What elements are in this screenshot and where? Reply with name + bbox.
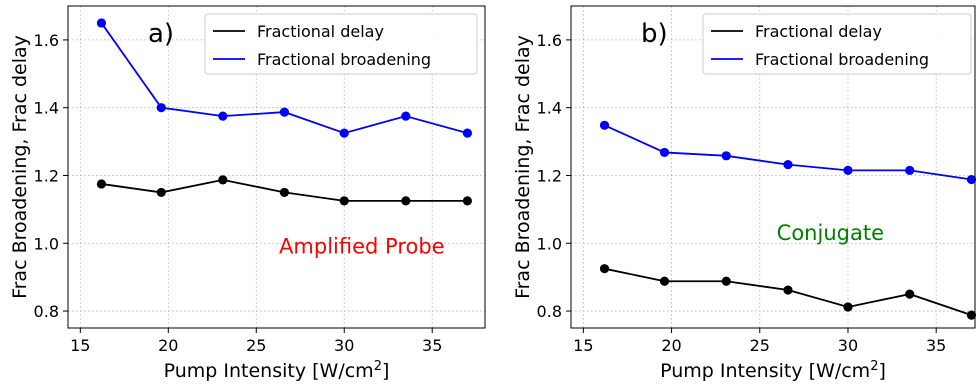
annotation-label: Conjugate: [777, 221, 884, 245]
data-point: [905, 289, 915, 299]
data-point: [905, 165, 915, 175]
data-point: [96, 179, 107, 189]
data-point: [599, 264, 610, 274]
y-tick-label: 1.2: [537, 166, 562, 185]
y-axis-label: Frac Broadening, Frac delay: [512, 35, 534, 299]
data-point: [218, 111, 228, 121]
x-tick-label: 20: [158, 336, 178, 355]
y-tick-label: 0.8: [537, 302, 562, 321]
data-point: [843, 302, 853, 312]
data-point: [843, 165, 853, 175]
data-point: [96, 18, 107, 28]
data-point: [783, 160, 793, 170]
x-tick-label: 25: [750, 336, 770, 355]
x-tick-label: 30: [334, 336, 354, 355]
x-tick-label: 25: [246, 336, 266, 355]
x-tick-label: 15: [70, 336, 90, 355]
axes-frame: [570, 5, 976, 329]
x-tick-label: 35: [422, 336, 442, 355]
legend: Fractional delay Fractional broadening: [204, 13, 478, 75]
x-tick-label: 15: [573, 336, 593, 355]
data-point: [279, 107, 290, 117]
y-tick-label: 1.6: [537, 31, 562, 50]
data-point: [462, 196, 473, 206]
panel-a: 15 20 25 30 35 0.8 1.0 1.2 1.4 1.6 Amplified Probe…: [9, 5, 486, 382]
legend-entry: Fractional delay: [755, 22, 882, 41]
panel-label: b): [641, 19, 668, 49]
y-axis-label: Frac Broadening, Frac delay: [9, 35, 31, 299]
data-point: [339, 196, 349, 206]
panel-b: 15 20 25 30 35 0.8 1.0 1.2 1.4 1.6 Conjugate b) Frac…: [512, 5, 976, 382]
data-point: [966, 310, 976, 320]
data-point: [783, 285, 793, 295]
data-point: [659, 276, 670, 286]
axes-frame: [67, 5, 486, 329]
x-tick-label: 30: [838, 336, 858, 355]
data-point: [156, 103, 166, 113]
data-point: [599, 120, 610, 130]
y-tick-label: 1.2: [34, 166, 59, 185]
panel-label: a): [148, 19, 174, 49]
data-point: [462, 128, 473, 138]
data-point: [659, 147, 670, 158]
legend: Fractional delay Fractional broadening: [702, 13, 972, 75]
x-tick-label: 20: [661, 336, 681, 355]
data-point: [279, 187, 290, 198]
annotation-label: Amplified Probe: [279, 234, 445, 258]
legend-entry: Fractional broadening: [755, 50, 929, 69]
y-tick-label: 1.4: [537, 99, 562, 118]
legend-entry: Fractional broadening: [257, 50, 431, 69]
y-tick-label: 1.0: [34, 234, 59, 253]
data-point: [966, 174, 976, 185]
series-line-1: [604, 124, 972, 181]
data-point: [339, 128, 349, 138]
data-point: [401, 196, 411, 206]
legend-box: [204, 13, 478, 75]
y-tick-label: 1.6: [34, 31, 59, 50]
data-point: [721, 276, 731, 286]
y-tick-label: 1.4: [34, 99, 59, 118]
y-tick-label: 0.8: [34, 302, 59, 321]
data-point: [401, 111, 411, 121]
data-point: [156, 187, 166, 198]
y-tick-label: 1.0: [537, 234, 562, 253]
data-point: [721, 151, 731, 161]
x-axis-label: Pump Intensity [W/cm2]: [660, 359, 886, 382]
x-axis-label: Pump Intensity [W/cm2]: [164, 359, 390, 382]
data-point: [218, 175, 228, 185]
x-tick-label: 35: [926, 336, 946, 355]
legend-entry: Fractional delay: [257, 22, 384, 41]
legend-box: [702, 13, 972, 75]
